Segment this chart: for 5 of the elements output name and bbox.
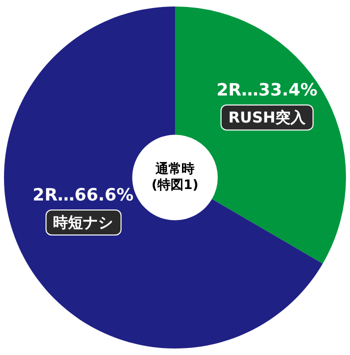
text: 通常時 (特図1) bbox=[152, 162, 198, 194]
slice-label: RUSH突入 bbox=[220, 104, 314, 130]
slice-label: 時短ナシ bbox=[45, 210, 122, 236]
data-label: 2R…66.6% bbox=[32, 184, 134, 207]
data-label: 2R…33.4% bbox=[216, 79, 318, 102]
